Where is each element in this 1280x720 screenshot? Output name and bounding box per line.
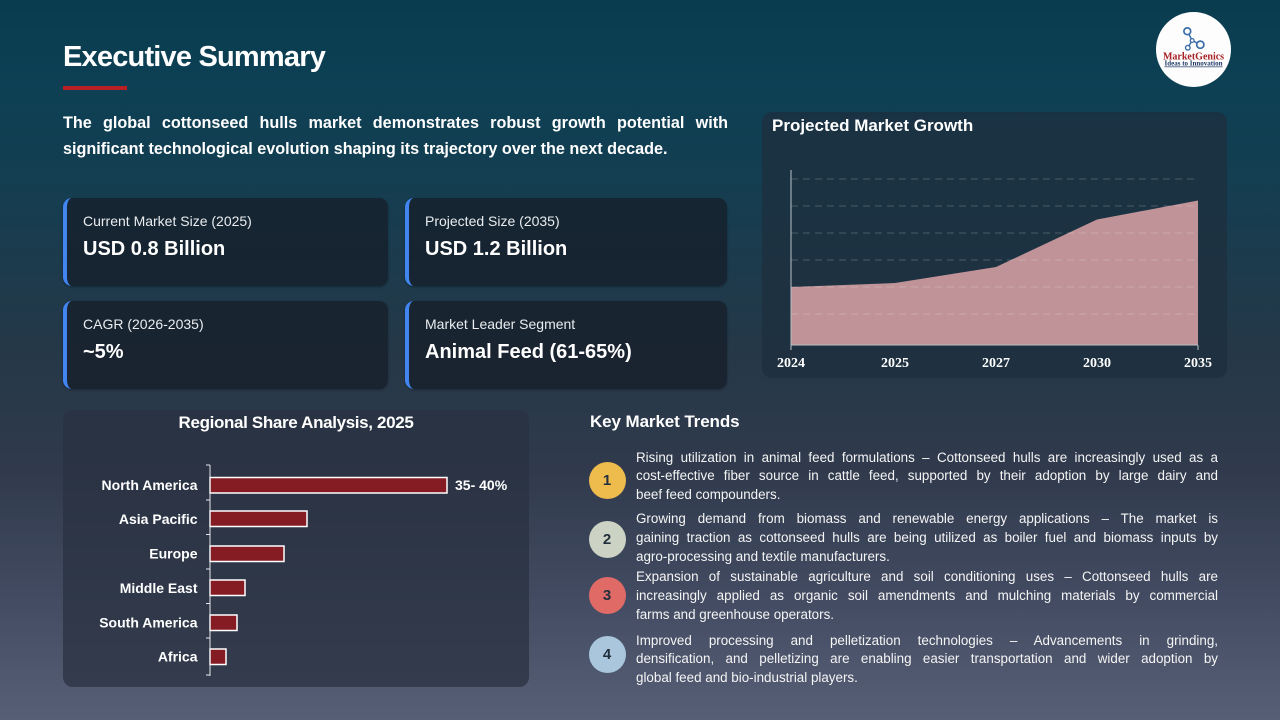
- svg-text:Ideas to Innovation: Ideas to Innovation: [1165, 60, 1223, 68]
- svg-text:MarketGenics: MarketGenics: [1163, 51, 1224, 62]
- svg-text:North America: North America: [102, 477, 198, 493]
- svg-text:Middle East: Middle East: [120, 580, 198, 596]
- svg-text:Africa: Africa: [158, 649, 198, 665]
- svg-text:Asia Pacific: Asia Pacific: [119, 511, 198, 527]
- svg-text:South America: South America: [99, 615, 197, 631]
- svg-text:35- 40%: 35- 40%: [455, 477, 508, 493]
- svg-text:Europe: Europe: [149, 546, 197, 562]
- svg-text:2030: 2030: [1083, 356, 1111, 371]
- svg-text:2025: 2025: [881, 356, 909, 371]
- svg-text:2024: 2024: [777, 356, 805, 371]
- svg-text:2035: 2035: [1184, 356, 1212, 371]
- svg-text:2027: 2027: [982, 356, 1010, 371]
